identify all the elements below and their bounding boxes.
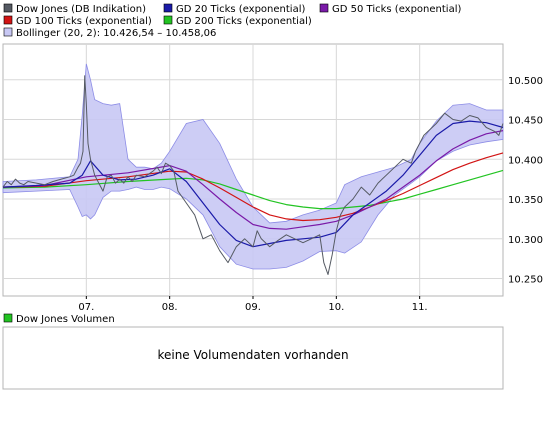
x-axis: 07. 08. 09. 10. 11. <box>78 296 428 313</box>
volume-empty-message: keine Volumendaten vorhanden <box>157 348 348 362</box>
legend-label-volume: Dow Jones Volumen <box>16 314 115 325</box>
y-tick-label: 10.250 <box>508 275 543 286</box>
y-tick-label: 10.450 <box>508 116 543 127</box>
legend-label-bollinger: Bollinger (20, 2): 10.426,54 – 10.458,06 <box>16 28 216 39</box>
legend-swatch-dow <box>3 3 13 13</box>
legend-label-gd50: GD 50 Ticks (exponential) <box>332 4 461 15</box>
grid <box>3 44 503 296</box>
y-tick-label: 10.300 <box>508 235 543 246</box>
legend-item-gd50: GD 50 Ticks (exponential) <box>319 3 461 15</box>
legend: Dow Jones (DB Indikation) GD 20 Ticks (e… <box>3 3 461 39</box>
x-tick-label: 09. <box>245 302 261 313</box>
legend-swatch-gd50 <box>319 3 329 13</box>
legend-item-dow: Dow Jones (DB Indikation) <box>3 3 146 15</box>
legend-swatch-volume <box>3 313 13 323</box>
volume-plot-frame <box>2 326 504 390</box>
bollinger-band <box>2 63 504 270</box>
x-tick-label: 11. <box>412 302 428 313</box>
legend-label-gd200: GD 200 Ticks (exponential) <box>176 16 312 27</box>
x-tick-label: 10. <box>328 302 344 313</box>
y-axis: 10.250 10.300 10.350 10.400 10.450 10.500 <box>508 76 543 286</box>
legend-label-dow: Dow Jones (DB Indikation) <box>16 4 146 15</box>
legend-swatch-gd20 <box>163 3 173 13</box>
legend-item-gd100: GD 100 Ticks (exponential) <box>3 15 152 27</box>
legend-swatch-bollinger <box>3 27 13 37</box>
series-line-gd100 <box>2 152 504 222</box>
y-tick-label: 10.400 <box>508 155 543 166</box>
legend-swatch-gd200 <box>163 15 173 25</box>
series-layer <box>2 75 504 275</box>
legend-item-gd200: GD 200 Ticks (exponential) <box>163 15 312 27</box>
y-tick-label: 10.350 <box>508 195 543 206</box>
bollinger-band-layer <box>2 63 504 270</box>
series-line-dow <box>2 75 504 275</box>
legend-label-gd100: GD 100 Ticks (exponential) <box>16 16 152 27</box>
y-tick-label: 10.500 <box>508 76 543 87</box>
legend-label-gd20: GD 20 Ticks (exponential) <box>176 4 305 15</box>
legend-item-gd20: GD 20 Ticks (exponential) <box>163 3 305 15</box>
x-tick-label: 07. <box>78 302 94 313</box>
series-line-gd200 <box>2 169 504 210</box>
legend-item-bollinger: Bollinger (20, 2): 10.426,54 – 10.458,06 <box>3 27 216 39</box>
legend-swatch-gd100 <box>3 15 13 25</box>
series-line-gd20 <box>2 120 504 248</box>
volume-legend: Dow Jones Volumen <box>3 313 115 325</box>
x-tick-label: 08. <box>162 302 178 313</box>
